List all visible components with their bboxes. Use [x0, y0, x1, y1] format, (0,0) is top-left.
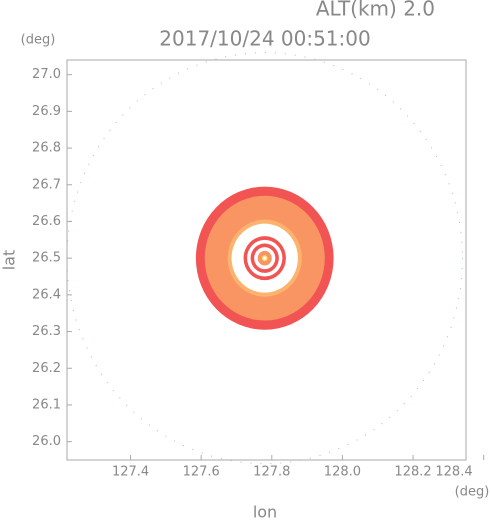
- x-tick-label: 127.6: [183, 465, 220, 480]
- x-tick-label: 127.4: [112, 465, 149, 480]
- chart-title: 2017/10/24 00:51:00: [159, 27, 370, 51]
- x-axis-label: lon: [253, 503, 277, 521]
- subtitle: ALT(km) 2.0: [316, 0, 435, 21]
- x-tick-label: 128.0: [324, 465, 361, 480]
- y-axis-label: lat: [0, 250, 19, 271]
- x-unit: (deg): [455, 485, 490, 500]
- range-circle: [66, 52, 463, 465]
- y-tick-label: 26.6: [32, 214, 61, 229]
- y-tick-label: 26.4: [32, 287, 61, 302]
- y-tick-label: 26.2: [32, 361, 61, 376]
- x-tick-label: 127.8: [253, 465, 290, 480]
- x-tick-label: 128.2: [394, 465, 431, 480]
- plot-frame: [66, 59, 467, 461]
- y-tick-label: 26.0: [32, 434, 61, 449]
- y-tick-label: 26.7: [32, 177, 61, 192]
- y-tick-label: 26.5: [32, 251, 61, 266]
- y-tick-label: 26.3: [32, 324, 61, 339]
- y-tick-label: 27.0: [32, 67, 61, 82]
- y-unit: (deg): [21, 33, 56, 48]
- y-tick-label: 26.8: [32, 141, 61, 156]
- y-tick-label: 26.9: [32, 104, 61, 119]
- radar-center: [263, 256, 267, 260]
- x-tick-label: 128.4: [435, 465, 472, 480]
- y-tick-label: 26.1: [32, 397, 61, 412]
